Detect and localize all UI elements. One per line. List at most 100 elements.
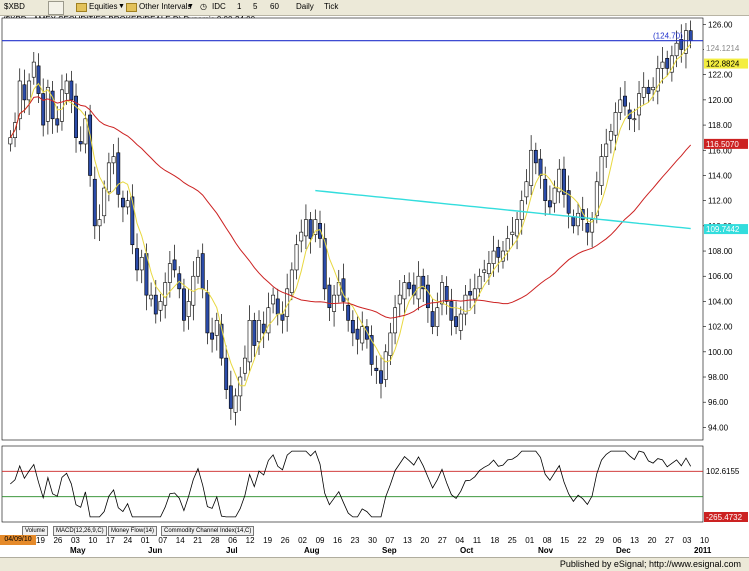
candle-body <box>181 288 186 321</box>
candle-body <box>275 298 280 315</box>
cci-low-tag <box>704 512 748 522</box>
candle-body <box>458 313 463 331</box>
tab-money-flow[interactable]: Money Flow(14) <box>108 526 158 536</box>
price-panel <box>1 17 704 441</box>
month-label: Aug <box>304 546 320 555</box>
candle-body <box>566 190 571 214</box>
other-intervals-menu[interactable]: Other Intervals <box>139 2 192 11</box>
candle-body <box>8 137 13 145</box>
candle-body <box>613 112 618 136</box>
candle-body <box>641 86 646 98</box>
candle-body <box>214 320 219 336</box>
month-label: Dec <box>616 546 631 555</box>
candle-body <box>205 292 210 334</box>
candle-body <box>294 244 299 271</box>
cci-panel <box>1 445 704 523</box>
equities-menu[interactable]: Equities <box>89 2 118 11</box>
interval-1[interactable]: 1 <box>237 2 242 11</box>
x-tick-label: 04 <box>455 536 465 545</box>
candle-body <box>637 93 641 116</box>
candle-body <box>402 282 407 300</box>
candle-body <box>50 90 55 120</box>
month-label: Oct <box>460 546 474 555</box>
candle-body <box>172 259 177 271</box>
candle-body <box>585 223 590 233</box>
candle-body <box>519 200 524 220</box>
price-tag-text-yellow_ma: 122.8824 <box>706 60 740 69</box>
x-tick-label: 10 <box>700 536 709 545</box>
x-tick-label: 28 <box>210 536 220 545</box>
equities-dropdown-icon[interactable]: ▼ <box>118 3 125 10</box>
candle-body <box>449 301 454 321</box>
tab-cci[interactable]: Commodity Channel Index(14,C) <box>161 526 255 536</box>
candle-body <box>496 246 501 258</box>
price-tag-last <box>704 42 748 53</box>
x-tick-label: 02 <box>298 536 307 545</box>
x-tick-label: 12 <box>245 536 255 545</box>
candle-body <box>562 168 566 195</box>
candle-body <box>69 80 74 101</box>
candle-body <box>135 248 139 271</box>
interval-60[interactable]: 60 <box>270 2 279 11</box>
y-tick-label: 112.00 <box>708 197 732 206</box>
candle-body <box>130 196 135 246</box>
candle-body <box>167 263 172 283</box>
candle-body <box>580 209 585 220</box>
x-tick-label: 19 <box>36 536 45 545</box>
x-tick-label: 17 <box>105 536 115 545</box>
candle-body <box>651 86 656 91</box>
price-tag-text-cyan_line: 109.7442 <box>706 225 740 234</box>
candle-body <box>139 257 144 271</box>
candle-body <box>261 323 266 334</box>
x-tick-label: 14 <box>175 536 185 545</box>
y-tick-label: 116.00 <box>708 146 732 155</box>
candle-body <box>463 294 468 315</box>
x-tick-label: 01 <box>525 536 535 545</box>
candle-body <box>83 118 88 145</box>
candle-body <box>364 326 369 340</box>
interval-idc[interactable]: IDC <box>212 2 226 11</box>
candle-body <box>515 219 520 237</box>
candle-body <box>149 294 154 300</box>
interval-tick[interactable]: Tick <box>324 2 339 11</box>
candle-body <box>257 320 261 343</box>
month-label: May <box>70 546 86 555</box>
price-tag-text-red_ma: 116.5070 <box>706 140 739 149</box>
candle-body <box>383 351 388 380</box>
candle-body <box>88 114 93 176</box>
candle-body <box>440 282 444 305</box>
candle-body <box>360 326 365 344</box>
x-tick-label: 09 <box>315 536 325 545</box>
x-tick-label: 19 <box>263 536 273 545</box>
candle-body <box>224 357 229 390</box>
tab-macd[interactable]: MACD(12,26,9,C) <box>53 526 107 536</box>
candle-body <box>163 282 168 306</box>
y-tick-label: 118.00 <box>708 121 732 130</box>
y-tick-label: 100.00 <box>708 348 733 357</box>
candle-body <box>102 187 107 217</box>
candle-body <box>36 65 41 94</box>
layout-button[interactable] <box>48 1 64 15</box>
y-tick-label: 114.00 <box>708 171 732 180</box>
x-tick-label: 25 <box>507 536 517 545</box>
candle-body <box>125 200 130 208</box>
interval-daily[interactable]: Daily <box>296 2 314 11</box>
x-tick-label: 26 <box>53 536 63 545</box>
footer-text: Published by eSignal; http://www.esignal… <box>559 559 741 569</box>
candle-body <box>472 288 477 300</box>
ma-red-line <box>9 96 692 319</box>
other-intervals-dropdown-icon[interactable]: ▼ <box>187 3 194 10</box>
candle-body <box>196 257 200 277</box>
candle-body <box>271 294 276 305</box>
candle-body <box>299 231 304 242</box>
candle-body <box>454 316 459 327</box>
candle-body <box>303 219 308 237</box>
footer: Published by eSignal; http://www.esignal… <box>0 557 749 571</box>
price-tag-text-last: 124.1214 <box>706 44 740 53</box>
candle-body <box>247 320 252 363</box>
interval-5[interactable]: 5 <box>253 2 258 11</box>
candle-body <box>210 332 215 340</box>
candle-body <box>153 294 158 315</box>
candle-body <box>425 284 430 309</box>
